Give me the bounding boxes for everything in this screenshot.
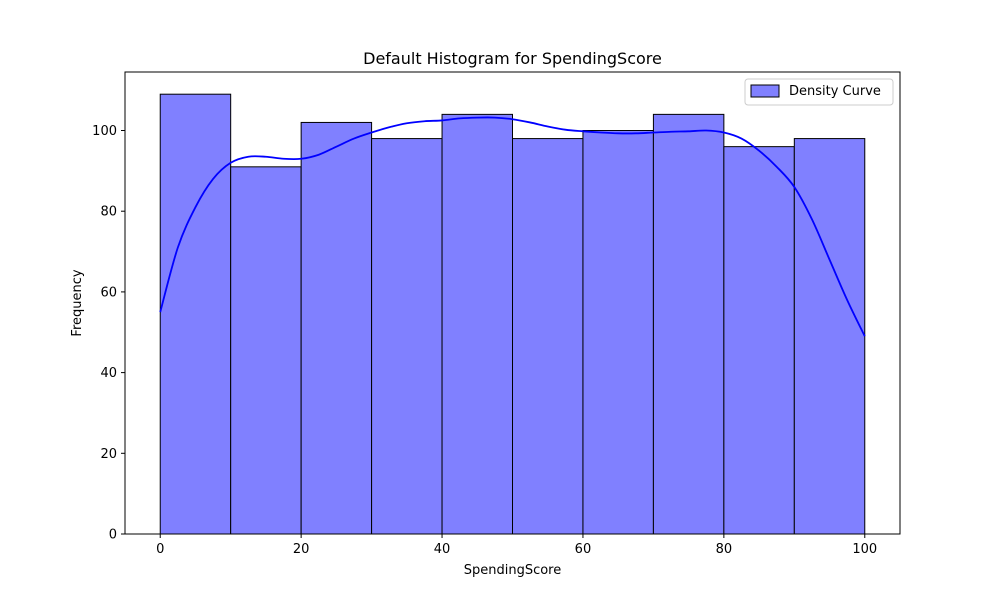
histogram-bar [512,138,584,535]
x-axis-ticks: 0 20 40 60 80 100 [156,534,877,557]
histogram-bar [652,113,725,535]
y-axis-title: Frequency [70,269,85,336]
histogram-bar [441,113,513,535]
chart-title: Default Histogram for SpendingScore [363,49,662,68]
legend-swatch [750,84,780,98]
legend-label: Density Curve [789,84,881,99]
histogram-bar [159,93,232,535]
histogram-bar [723,146,795,535]
histogram-bar [582,130,654,535]
y-tick-label: 40 [100,366,117,381]
x-tick-label: 100 [852,542,877,557]
x-axis-title: SpendingScore [464,563,562,578]
y-tick-label: 100 [92,124,117,139]
x-tick-label: 20 [293,542,310,557]
y-tick-label: 80 [100,205,117,220]
density-curve-layer [159,116,866,337]
bars-layer [159,93,866,535]
x-tick-label: 0 [156,542,164,557]
y-tick-label: 60 [100,285,117,300]
legend-frame [744,78,894,106]
histogram-bar [793,138,866,535]
density-curve [159,116,866,337]
y-tick-label: 20 [100,447,117,462]
x-tick-label: 80 [716,542,733,557]
histogram-bar [300,121,373,535]
x-tick-label: 60 [575,542,592,557]
x-tick-label: 40 [434,542,451,557]
histogram-bar [230,166,302,535]
histogram-bar [371,138,443,535]
y-axis-ticks: 0 20 40 60 80 100 [92,124,125,543]
y-tick-label: 0 [109,528,117,543]
plot-frame [124,71,901,535]
legend: Density Curve [744,78,894,106]
